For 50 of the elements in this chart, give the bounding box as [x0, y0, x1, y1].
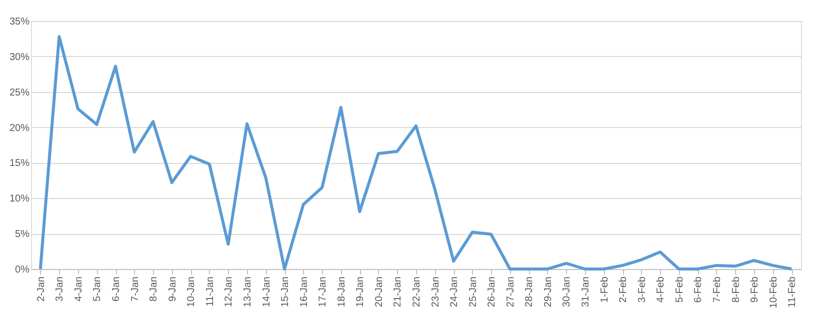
x-tick-label: 30-Jan — [562, 276, 573, 308]
x-tick-label: 10-Jan — [186, 276, 198, 308]
x-tick-label: 23-Jan — [430, 276, 442, 308]
y-tick-label: 0% — [15, 264, 30, 276]
x-tick-label: 27-Jan — [505, 276, 516, 308]
x-tick-label: 14-Jan — [261, 276, 272, 308]
x-tick-label: 13-Jan — [242, 276, 254, 308]
x-tick-label: 22-Jan — [412, 276, 422, 308]
x-tick-label: 17-Jan — [318, 276, 329, 308]
line-series — [38, 35, 794, 270]
x-tick-label: 6-Jan — [111, 276, 122, 302]
x-tick-label: 24-Jan — [449, 276, 460, 308]
x-tick-label: 7-Feb — [712, 276, 723, 303]
x-tick-label: 15-Jan — [280, 276, 292, 308]
x-tick-label: 4-Jan — [73, 276, 84, 302]
x-tick-label: 2-Feb — [618, 276, 630, 303]
x-tick-label: 8-Feb — [730, 276, 742, 303]
x-tick-label: 5-Jan — [92, 276, 104, 302]
y-tick-label: 10% — [9, 194, 30, 205]
x-tick-label: 20-Jan — [374, 276, 385, 308]
y-tick-label: 35% — [9, 16, 30, 28]
y-tick-label: 30% — [9, 52, 30, 63]
x-tick-label: 8-Jan — [148, 276, 160, 302]
x-tick-label: 11-Jan — [204, 276, 216, 306]
x-tick-label: 18-Jan — [336, 276, 348, 308]
y-tick-label: 25% — [9, 87, 30, 98]
x-tick-label: 4-Feb — [656, 276, 667, 303]
x-tick-label: 16-Jan — [298, 276, 310, 308]
y-tick-label: 5% — [15, 229, 30, 240]
y-tick-label: 15% — [9, 158, 30, 170]
x-tick-label: 21-Jan — [392, 276, 404, 308]
x-tick-label: 6-Feb — [693, 276, 704, 303]
x-tick-label: 26-Jan — [486, 276, 498, 308]
x-tick-label: 12-Jan — [224, 276, 235, 308]
y-tick-label: 20% — [9, 122, 30, 134]
x-tick-label: 1-Feb — [599, 276, 610, 303]
x-tick-label: 3-Feb — [636, 276, 648, 303]
x-tick-label: 31-Jan — [580, 276, 592, 308]
x-tick-label: 11-Feb — [787, 276, 798, 308]
x-tick-label: 10-Feb — [768, 276, 780, 308]
x-tick-label: 5-Feb — [674, 276, 686, 303]
x-tick-label: 2-Jan — [36, 276, 47, 302]
x-tick-label: 9-Feb — [750, 276, 761, 303]
x-tick-label: 3-Jan — [54, 276, 66, 302]
x-tick-label: 28-Jan — [524, 276, 536, 308]
x-tick-label: 19-Jan — [355, 276, 366, 308]
x-tick-label: 29-Jan — [542, 276, 554, 308]
x-tick-label: 9-Jan — [167, 276, 178, 302]
x-tick-label: 25-Jan — [468, 276, 479, 308]
x-tick-label: 7-Jan — [130, 276, 141, 302]
